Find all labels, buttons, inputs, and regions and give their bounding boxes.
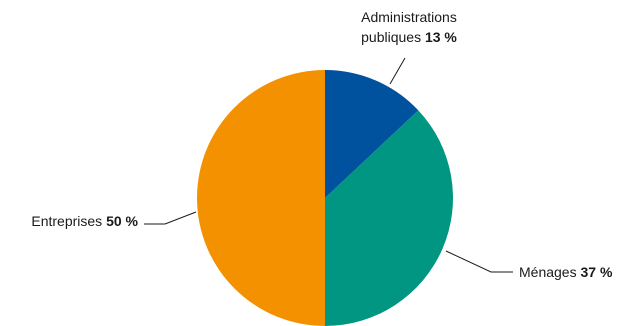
- pie-slices: [197, 70, 454, 326]
- leader-line-2: [144, 211, 197, 225]
- slice-labels: Administrations publiques 13 % Ménages 37 …: [31, 9, 613, 280]
- leader-lines: [144, 57, 513, 273]
- pie-slice-1: [325, 110, 454, 326]
- slice-label-2: Entreprises 50 %: [31, 213, 138, 229]
- slice-label-0: Administrations publiques 13 %: [361, 9, 457, 45]
- slice-label-text: Ménages: [519, 264, 580, 280]
- slice-label-text: Entreprises: [31, 213, 106, 229]
- pie-slice-2: [197, 70, 325, 326]
- leader-line-0: [389, 57, 406, 85]
- slice-label-1: Ménages 37 %: [519, 264, 613, 280]
- leader-line-1: [445, 250, 513, 273]
- slice-label-text: publiques: [361, 29, 425, 45]
- slice-value: 13 %: [425, 29, 457, 45]
- slice-value: 37 %: [580, 264, 612, 280]
- slice-value: 50 %: [106, 213, 138, 229]
- slice-label-text: Administrations: [361, 9, 457, 25]
- pie-slice-0: [325, 70, 419, 198]
